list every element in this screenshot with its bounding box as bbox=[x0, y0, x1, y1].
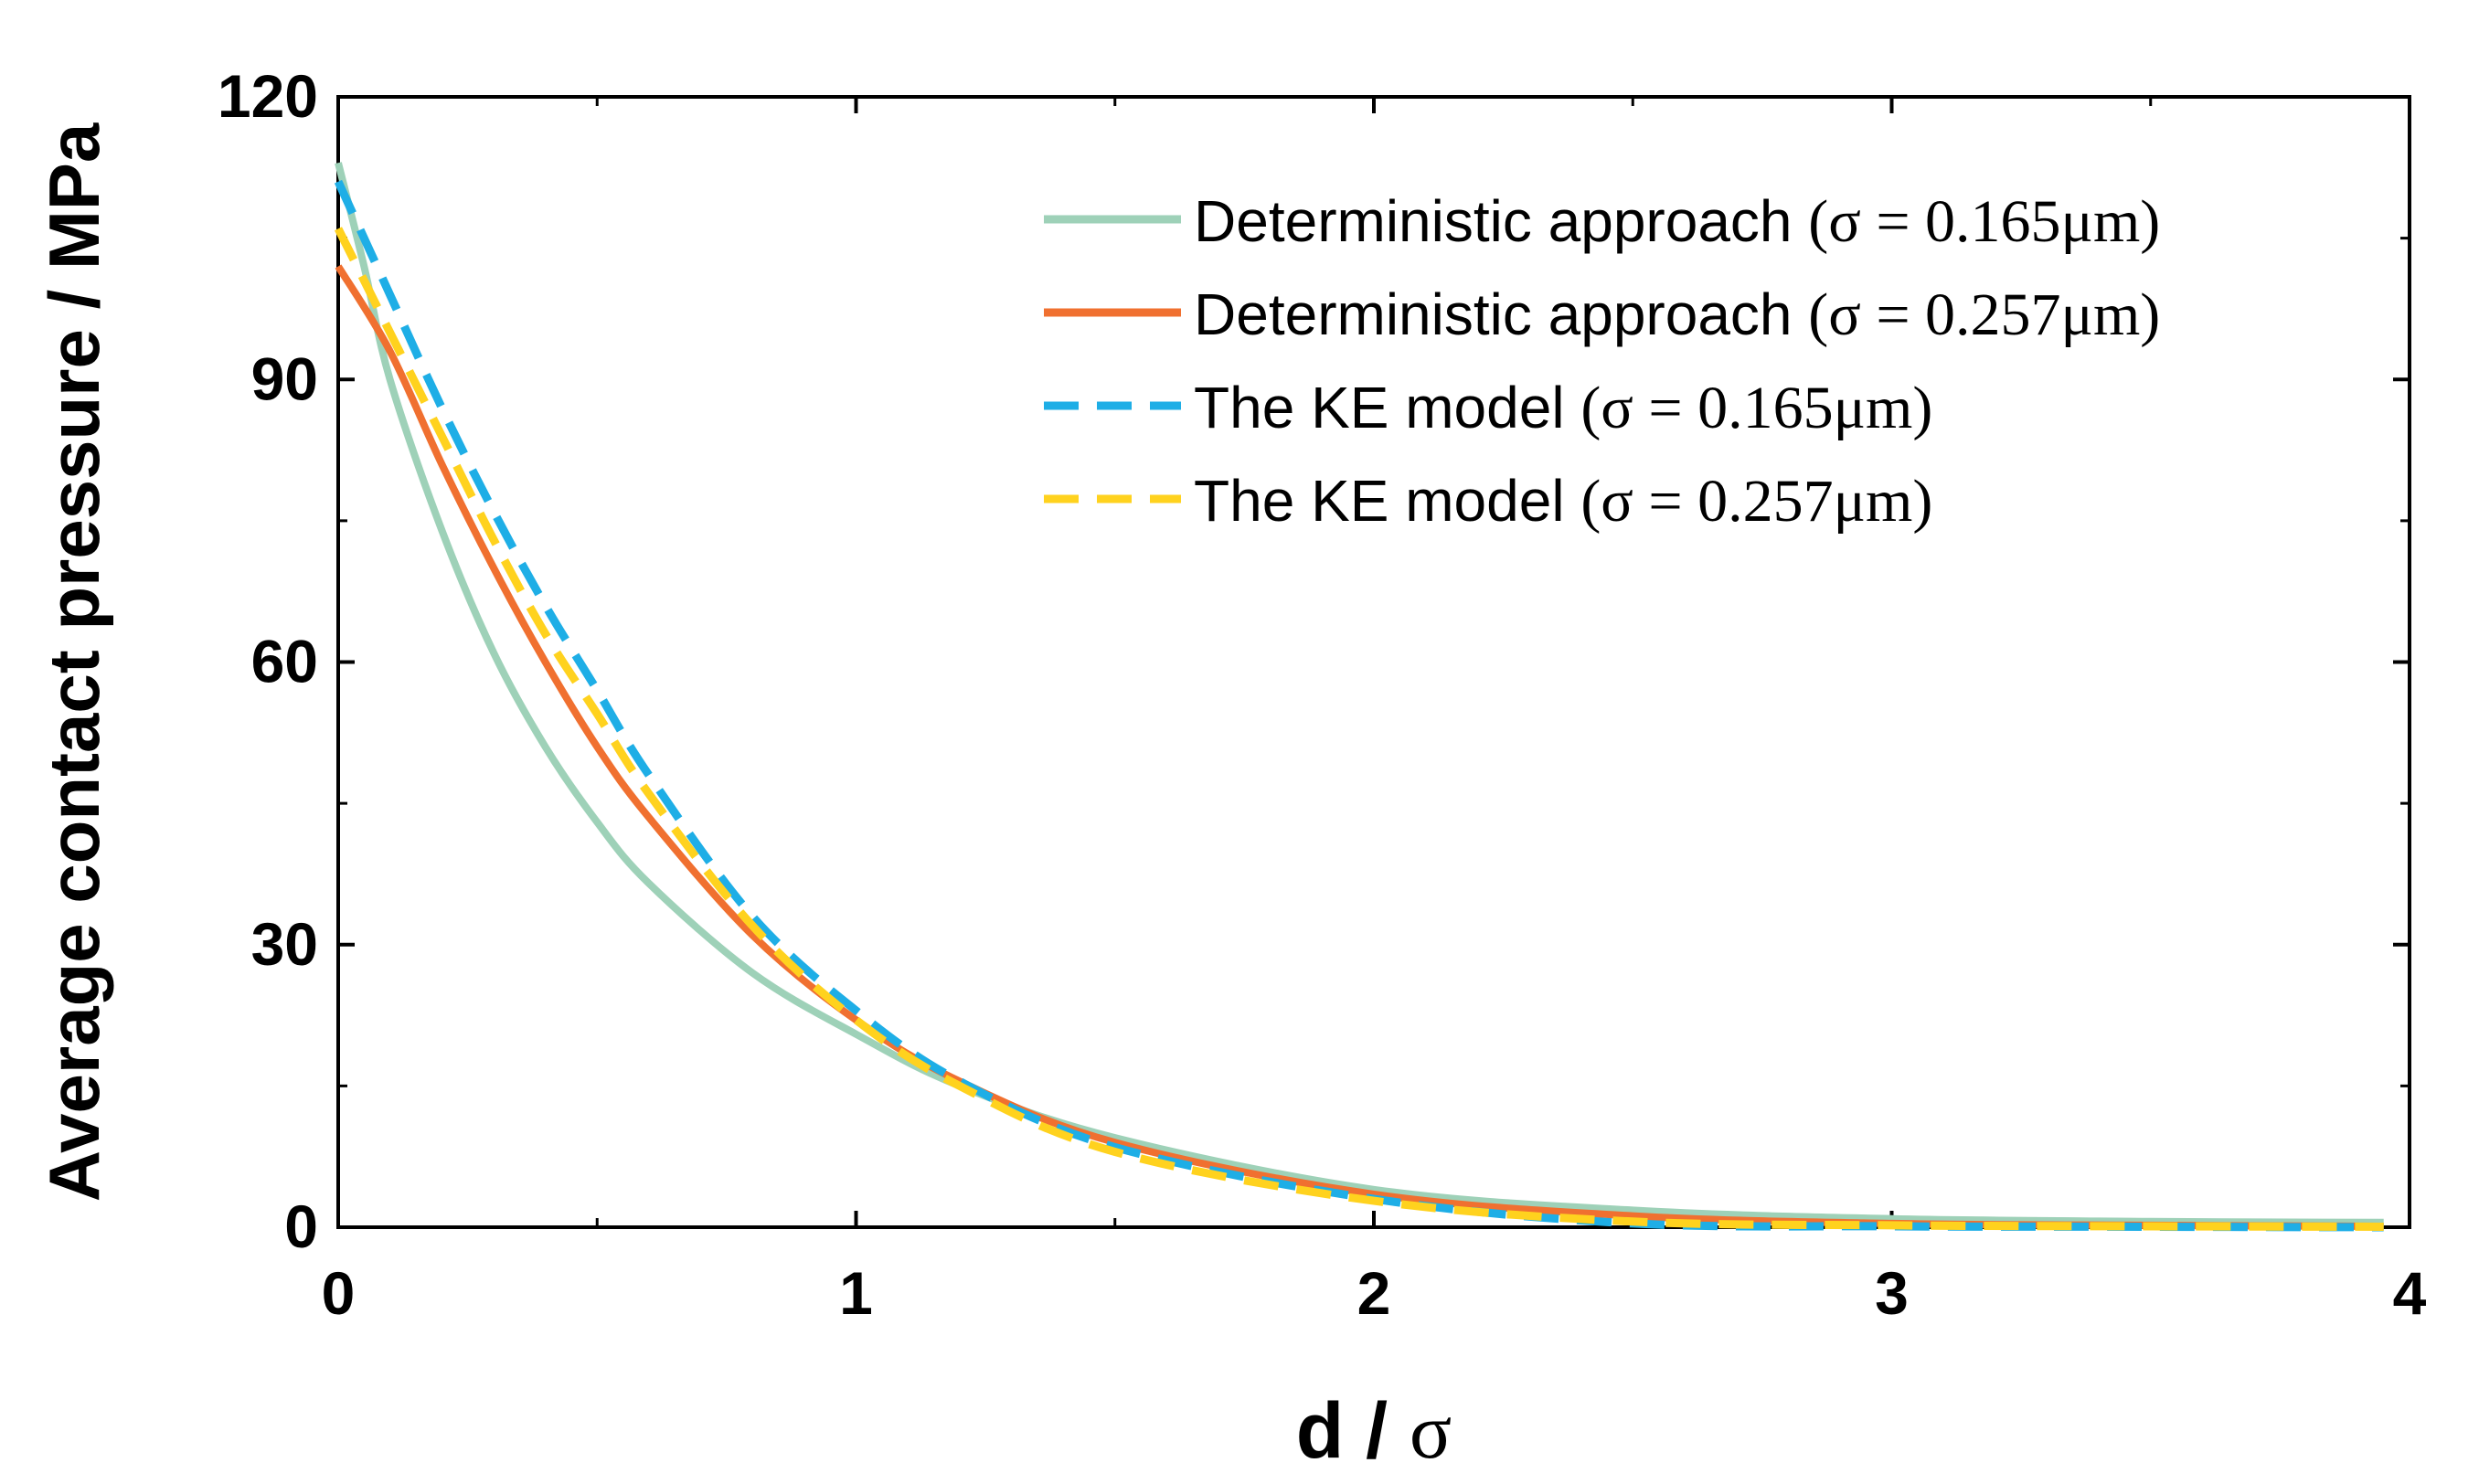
y-tick-label: 0 bbox=[284, 1192, 318, 1260]
x-tick-label: 2 bbox=[1357, 1259, 1391, 1327]
y-tick-label: 30 bbox=[251, 910, 318, 978]
legend-label-1: Deterministic approach (σ = 0.165μm) bbox=[1194, 188, 2160, 255]
legend: Deterministic approach (σ = 0.165μm) Dete… bbox=[1044, 188, 2160, 535]
legend-label-3: The KE model (σ = 0.165μm) bbox=[1194, 375, 1932, 441]
y-tick-label: 90 bbox=[251, 344, 318, 412]
series-layer bbox=[334, 162, 2384, 1232]
plot-area-frame bbox=[336, 95, 2411, 1229]
tick-labels: 0 1 2 3 4 0 30 60 90 120 bbox=[218, 62, 2427, 1327]
series-line-3 bbox=[334, 179, 2384, 1232]
x-tick-label: 4 bbox=[2393, 1259, 2427, 1327]
ticks bbox=[336, 95, 2411, 1229]
x-axis-label: d / σ bbox=[1296, 1387, 1452, 1475]
x-tick-label: 0 bbox=[322, 1259, 356, 1327]
series-line-4 bbox=[334, 227, 2384, 1231]
y-tick-label: 120 bbox=[218, 62, 318, 130]
x-tick-label: 3 bbox=[1875, 1259, 1909, 1327]
y-tick-label: 60 bbox=[251, 628, 318, 695]
y-axis-label: Average contact pressure / MPa bbox=[34, 122, 114, 1202]
legend-label-4: The KE model (σ = 0.257μm) bbox=[1194, 468, 1932, 535]
series-line-1 bbox=[335, 162, 2384, 1226]
x-tick-label: 1 bbox=[839, 1259, 873, 1327]
legend-label-2: Deterministic approach (σ = 0.257μm) bbox=[1194, 281, 2160, 348]
